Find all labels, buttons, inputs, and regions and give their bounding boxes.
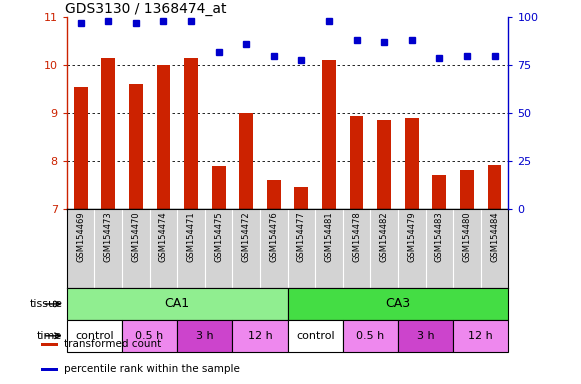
Text: time: time: [37, 331, 62, 341]
Bar: [267, 180, 281, 209]
Text: GSM154470: GSM154470: [131, 212, 140, 262]
Text: GSM154469: GSM154469: [76, 212, 85, 262]
Bar: [101, 58, 115, 209]
Bar: [177, 320, 232, 352]
Text: GSM154480: GSM154480: [462, 212, 471, 262]
Bar: [41, 343, 58, 346]
Text: GDS3130 / 1368474_at: GDS3130 / 1368474_at: [64, 2, 226, 16]
Text: 3 h: 3 h: [196, 331, 214, 341]
Text: CA3: CA3: [385, 298, 411, 310]
Text: 3 h: 3 h: [417, 331, 435, 341]
Bar: [343, 320, 398, 352]
Text: 0.5 h: 0.5 h: [356, 331, 385, 341]
Bar: [184, 58, 198, 209]
Bar: [232, 320, 288, 352]
Text: GSM154484: GSM154484: [490, 212, 499, 262]
Bar: [322, 61, 336, 209]
Text: GSM154481: GSM154481: [325, 212, 333, 262]
Text: 12 h: 12 h: [468, 331, 493, 341]
Text: CA1: CA1: [164, 298, 190, 310]
Text: GSM154477: GSM154477: [297, 212, 306, 262]
Bar: [156, 65, 170, 209]
Bar: [460, 170, 474, 209]
Text: GSM154471: GSM154471: [187, 212, 195, 262]
Text: tissue: tissue: [30, 299, 62, 309]
Bar: [487, 165, 501, 209]
Bar: [41, 368, 58, 371]
Text: control: control: [75, 331, 114, 341]
Bar: [67, 320, 122, 352]
Text: GSM154473: GSM154473: [104, 212, 113, 262]
Bar: [398, 320, 453, 352]
Bar: [377, 121, 391, 209]
Text: GSM154476: GSM154476: [270, 212, 278, 262]
Bar: [453, 320, 508, 352]
Text: GSM154472: GSM154472: [242, 212, 250, 262]
Bar: [122, 320, 177, 352]
Bar: [239, 113, 253, 209]
Text: 0.5 h: 0.5 h: [135, 331, 164, 341]
Bar: [288, 320, 343, 352]
Text: GSM154475: GSM154475: [214, 212, 223, 262]
Bar: [74, 87, 88, 209]
Text: transformed count: transformed count: [64, 339, 161, 349]
Bar: [405, 118, 419, 209]
Bar: [350, 116, 364, 209]
Bar: [67, 288, 288, 320]
Bar: [295, 187, 309, 209]
Text: GSM154482: GSM154482: [380, 212, 389, 262]
Text: 12 h: 12 h: [248, 331, 272, 341]
Text: percentile rank within the sample: percentile rank within the sample: [64, 364, 240, 374]
Text: GSM154479: GSM154479: [407, 212, 416, 262]
Bar: [288, 288, 508, 320]
Bar: [432, 175, 446, 209]
Text: GSM154478: GSM154478: [352, 212, 361, 262]
Text: GSM154483: GSM154483: [435, 212, 444, 262]
Bar: [129, 84, 143, 209]
Bar: [211, 166, 225, 209]
Text: GSM154474: GSM154474: [159, 212, 168, 262]
Text: control: control: [296, 331, 335, 341]
